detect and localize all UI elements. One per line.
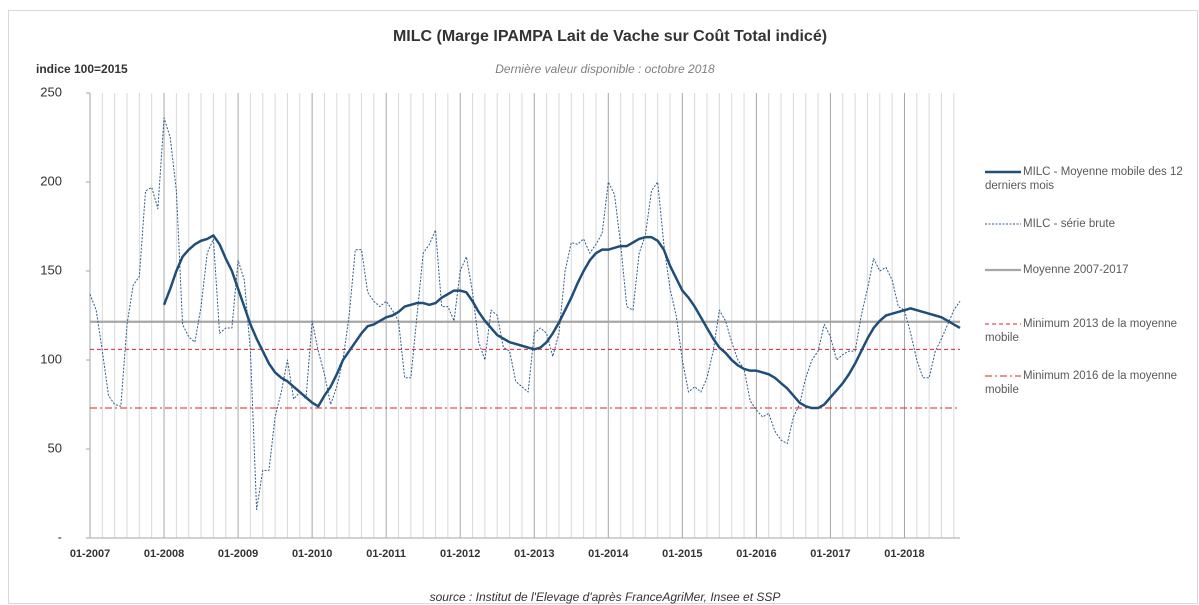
legend-label-line: Minimum 2016 de la moyenne (1023, 370, 1177, 382)
x-tick-label: 01-2015 (662, 548, 702, 560)
legend-label-line: mobile (985, 384, 1019, 396)
x-tick-label: 01-2011 (366, 548, 406, 560)
y-tick-label: 100 (40, 351, 62, 366)
legend-label: Minimum 2016 de la moyenne mobile (985, 370, 1177, 396)
y-tick-label: - (58, 529, 62, 544)
x-tick-label: 01-2012 (440, 548, 480, 560)
x-tick-label: 01-2018 (884, 548, 924, 560)
subtitle: Dernière valeur disponible : octobre 201… (495, 62, 715, 76)
y-tick-label: 50 (48, 440, 62, 455)
x-tick-label: 01-2016 (736, 548, 776, 560)
data-line (162, 234, 961, 410)
legend-label-line: Minimum 2013 de la moyenne (1023, 318, 1177, 330)
x-tick-label: 01-2009 (218, 548, 258, 560)
chart-title: MILC (Marge IPAMPA Lait de Vache sur Coû… (393, 28, 827, 45)
chart-frame (8, 10, 1198, 604)
legend-label: MILC - Moyenne mobile des 12 derniers moi… (985, 166, 1183, 192)
x-tick-label: 01-2008 (144, 548, 184, 560)
y-axis-label: indice 100=2015 (36, 62, 128, 76)
source: source : Institut de l'Elevage d'après F… (430, 590, 781, 604)
x-tick-label: 01-2007 (70, 548, 110, 560)
y-tick-label: 250 (40, 84, 62, 99)
legend-label-line: derniers mois (985, 180, 1054, 192)
legend-label: MILC - série brute (1023, 218, 1115, 230)
legend-label-line: mobile (985, 332, 1019, 344)
x-tick-label: 01-2017 (810, 548, 850, 560)
x-tick-label: 01-2010 (292, 548, 332, 560)
x-tick-label: 01-2014 (588, 548, 629, 560)
data-line (89, 117, 961, 511)
y-tick-label: 200 (40, 173, 62, 188)
legend-label: Minimum 2013 de la moyenne mobile (985, 318, 1177, 344)
legend-label-line: MILC - Moyenne mobile des 12 (1023, 166, 1183, 178)
x-tick-label: 01-2013 (514, 548, 554, 560)
y-tick-label: 150 (40, 262, 62, 277)
legend-label: Moyenne 2007-2017 (1023, 264, 1129, 276)
